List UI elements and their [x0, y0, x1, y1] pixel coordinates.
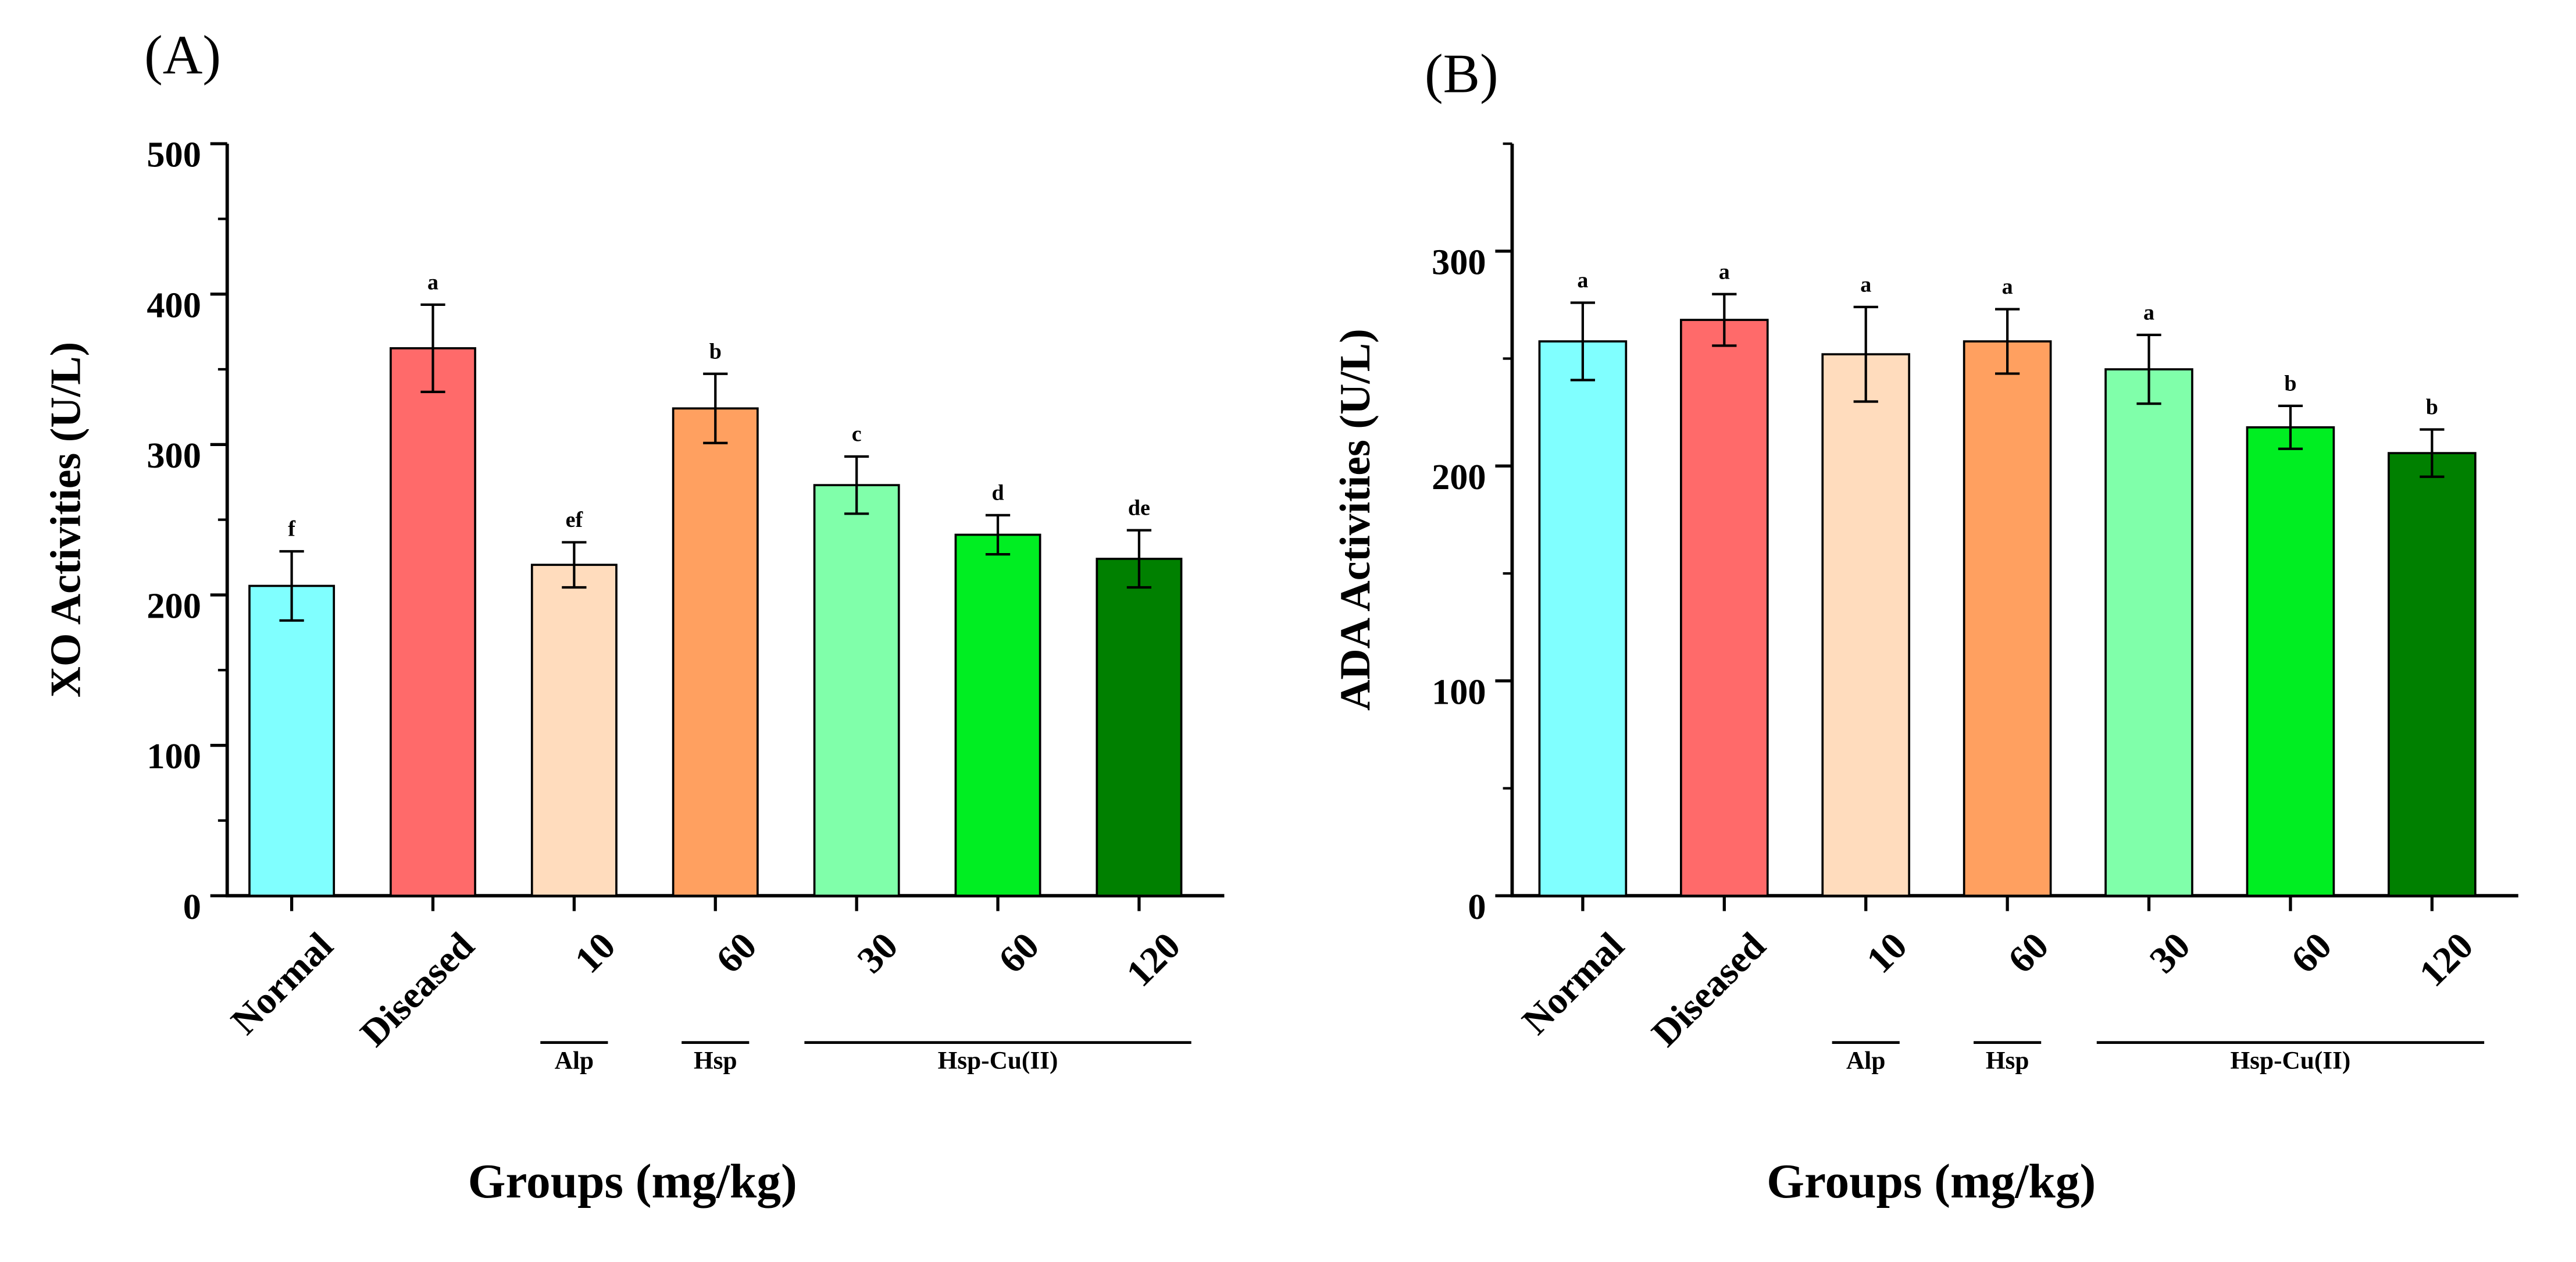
- x-category-label: 60: [991, 925, 1047, 981]
- x-category-label: 30: [850, 925, 906, 981]
- significance-letter: f: [288, 517, 296, 541]
- bar: [2388, 452, 2477, 897]
- x-category-label: 10: [567, 925, 623, 981]
- y-tick-label: 100: [147, 736, 201, 776]
- y-tick-label: 100: [1432, 672, 1486, 712]
- y-tick-label: 0: [1468, 887, 1486, 927]
- bar: [672, 407, 759, 897]
- significance-letter: de: [1128, 495, 1150, 520]
- panel-label: (A): [144, 24, 221, 86]
- x-category-label: 60: [2284, 925, 2340, 981]
- bar: [1680, 319, 1769, 897]
- y-tick-label: 300: [1432, 242, 1486, 282]
- y-tick-label: 400: [147, 285, 201, 325]
- significance-letter: a: [1577, 268, 1588, 293]
- x-category-label: 30: [2142, 925, 2198, 981]
- y-axis-label: ADA Activities (U/L): [1331, 329, 1379, 711]
- bar: [1963, 340, 2052, 897]
- group-label: Alp: [1846, 1046, 1885, 1074]
- panel-label: (B): [1425, 42, 1498, 104]
- y-tick-label: 200: [147, 586, 201, 626]
- y-tick-label: 300: [147, 436, 201, 476]
- group-label: Hsp-Cu(II): [2231, 1046, 2351, 1074]
- x-category-label: Normal: [1514, 925, 1632, 1043]
- significance-letter: b: [2284, 371, 2296, 395]
- x-category-label: Diseased: [1644, 925, 1774, 1054]
- y-tick-label: 500: [147, 135, 201, 175]
- significance-letter: a: [427, 270, 438, 294]
- chart-canvas: (B) 0 100 200 300 ADA Activities (U/L) a Normal…: [1331, 42, 2518, 1208]
- significance-letter: ef: [566, 508, 584, 532]
- x-axis-label: Groups (mg/kg): [1767, 1155, 2096, 1208]
- x-category-label: 120: [2411, 925, 2481, 994]
- bar: [1096, 558, 1183, 897]
- x-category-label: Normal: [223, 925, 341, 1043]
- x-category-label: 60: [2000, 925, 2057, 981]
- x-category-label: Diseased: [352, 925, 482, 1054]
- significance-letter: b: [2426, 395, 2438, 419]
- bar: [1538, 340, 1628, 897]
- chart-canvas: (A) 0 100 200 300 400 500 XO Activities (U/L) f N…: [41, 24, 1225, 1208]
- group-label: Hsp: [694, 1046, 737, 1074]
- bar: [954, 533, 1041, 897]
- significance-letter: b: [709, 339, 722, 363]
- y-tick-label: 200: [1432, 457, 1486, 497]
- chart-ada-activities: (B) 0 100 200 300 ADA Activities (U/L) a Normal…: [1331, 42, 2518, 1208]
- group-label: Hsp: [1986, 1046, 2029, 1074]
- significance-letter: a: [2002, 274, 2013, 299]
- bar: [530, 564, 618, 897]
- x-category-label: 10: [1859, 925, 1915, 981]
- y-tick-label: 0: [183, 887, 201, 927]
- x-category-label: 120: [1119, 925, 1189, 994]
- group-label: Alp: [555, 1046, 594, 1074]
- significance-letter: d: [991, 480, 1004, 505]
- bar: [248, 584, 336, 897]
- y-axis-label: XO Activities (U/L): [41, 342, 89, 698]
- significance-letter: a: [2143, 301, 2154, 325]
- significance-letter: a: [1860, 272, 1871, 297]
- significance-letter: a: [1719, 259, 1730, 284]
- bar: [2104, 368, 2193, 897]
- bar: [1821, 353, 1911, 897]
- bar: [390, 347, 476, 897]
- group-label: Hsp-Cu(II): [938, 1046, 1058, 1074]
- x-category-label: 60: [708, 925, 765, 981]
- bar: [2246, 426, 2335, 897]
- significance-letter: c: [852, 422, 862, 447]
- bar: [813, 484, 900, 897]
- chart-xo-activities: (A) 0 100 200 300 400 500 XO Activities (U/L) f N…: [41, 24, 1225, 1208]
- x-axis-label: Groups (mg/kg): [468, 1155, 797, 1208]
